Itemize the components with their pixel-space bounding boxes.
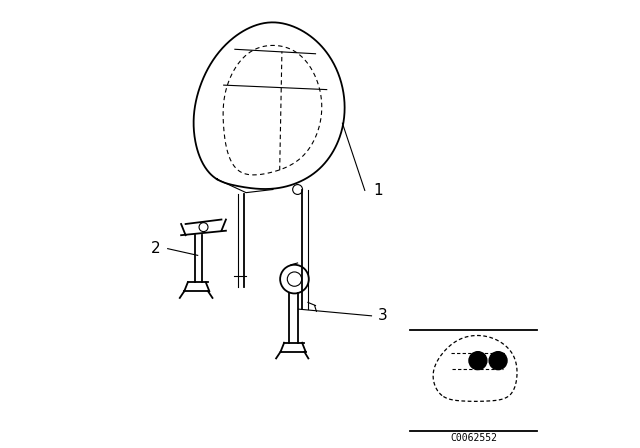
Circle shape [469, 352, 487, 370]
Text: 2: 2 [151, 241, 161, 256]
Text: C0062552: C0062552 [450, 433, 497, 443]
Circle shape [489, 352, 507, 370]
Text: 1: 1 [374, 183, 383, 198]
Text: 3: 3 [378, 308, 388, 323]
